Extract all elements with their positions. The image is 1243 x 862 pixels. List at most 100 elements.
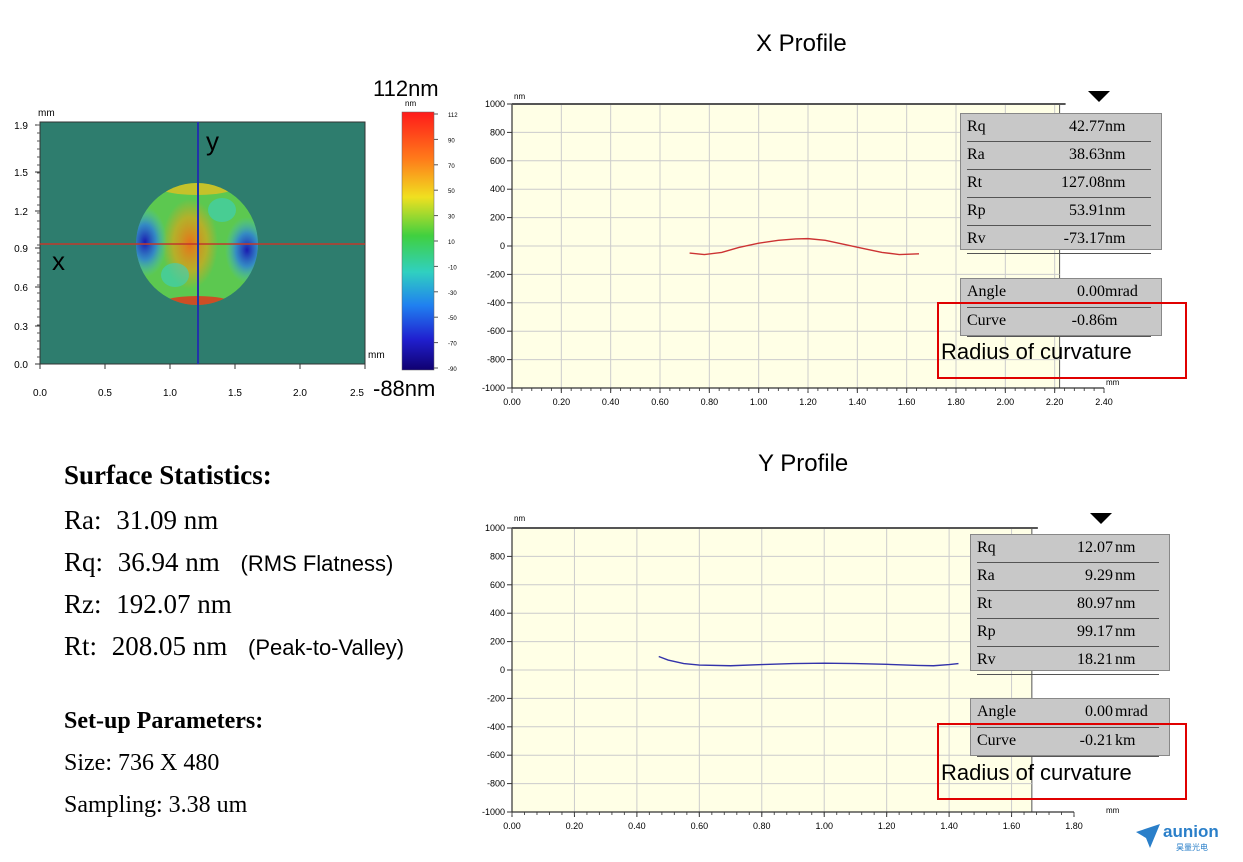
x-tick-label: 2.40 (1095, 397, 1113, 407)
x-tick-label: 0.20 (566, 821, 584, 831)
x-tick-label: 1.20 (878, 821, 896, 831)
stat-label: Ra: (64, 505, 102, 535)
stat-row-unit: nm (1105, 118, 1126, 135)
profile-line (689, 237, 920, 256)
colorbar-unit-label: nm (405, 99, 417, 108)
stat-row-value: 0.00 (1085, 703, 1113, 720)
stat-row-label: Rt (967, 174, 983, 191)
y-tick-label: 200 (490, 213, 505, 223)
colorbar-tick-label: 112 (448, 113, 458, 119)
setup-heading: Set-up Parameters: (64, 708, 264, 734)
colorbar-tick-label: 70 (448, 164, 455, 170)
x-tick-label: 0.00 (503, 397, 521, 407)
map-x-tick-label: 1.5 (228, 388, 242, 399)
map-y-tick-label: 0.3 (14, 322, 28, 333)
surface-stats-heading: Surface Statistics: (64, 460, 272, 490)
stat-label: Rq: (64, 547, 104, 577)
stat-row-value: 0.00 (1077, 283, 1105, 300)
map-x-tick-label: 2.0 (293, 388, 307, 399)
y-tick-label: -1000 (482, 807, 505, 817)
map-x-tick-label: 1.0 (163, 388, 177, 399)
map-y-tick-label: 1.9 (14, 121, 28, 132)
stat-row-label: Rv (967, 230, 986, 247)
x-tick-label: 1.00 (750, 397, 768, 407)
x-tick-label: 1.20 (799, 397, 817, 407)
stat-value: 208.05 nm (111, 631, 228, 661)
setup-sampling: Sampling: 3.38 um (64, 792, 248, 818)
y-profile-chart: 0.00 0.20 0.40 0.60 0.80 1.00 1.20 1.40 1.60 1.80… (470, 510, 1150, 850)
surface-stat-rt: Rt: 208.05 nm (Peak-to-Valley) (64, 631, 404, 673)
x-curve-table: Angle 0.00 mrad Curve -0.86 m (960, 278, 1162, 337)
stat-row-value: 99.17 (1077, 623, 1113, 640)
x-tick-label: 1.80 (1065, 821, 1083, 831)
x-tick-label: 0.80 (701, 397, 719, 407)
stat-row-label: Rq (977, 539, 996, 556)
y-tick-label: -800 (487, 779, 505, 789)
stat-row-unit: mrad (1115, 703, 1148, 720)
x-marker-icon (1088, 91, 1110, 102)
x-tick-label: 0.60 (651, 397, 669, 407)
stat-row-value: 9.29 (1085, 567, 1113, 584)
stat-row: Rv -73.17 nm (967, 226, 1151, 254)
stat-value: 31.09 nm (116, 505, 219, 535)
stat-row: Rt 80.97 nm (977, 591, 1159, 619)
x-tick-label: 0.80 (753, 821, 771, 831)
stat-row-label: Angle (977, 703, 1017, 720)
surface-stats-list: Ra: 31.09 nm Rq: 36.94 nm (RMS Flatness)… (64, 505, 404, 673)
profile-line (658, 655, 959, 667)
y-tick-label: -400 (487, 722, 505, 732)
stat-row: Angle 0.00 mrad (967, 279, 1151, 308)
stat-row-label: Curve (977, 732, 1017, 749)
stat-row-unit: nm (1105, 146, 1126, 163)
map-y-tick-label: 0.9 (14, 244, 28, 255)
surface-map-panel: 0.0 0.5 1.0 1.5 2.0 2.5 1.9 1.5 1.2 0.9 0.6 0.3 0.0 … (0, 70, 470, 410)
surface-stat-ra: Ra: 31.09 nm (64, 505, 404, 547)
y-tick-label: 600 (490, 156, 505, 166)
stat-row-value: 42.77 (1069, 118, 1105, 135)
x-tick-label: 1.60 (1003, 821, 1021, 831)
map-y-tick-label: 1.5 (14, 168, 28, 179)
map-unit-label: mm (38, 108, 55, 119)
scale-bottom-label: -88nm (373, 376, 436, 401)
stat-row-unit: nm (1115, 567, 1136, 584)
x-tick-label: 2.00 (997, 397, 1015, 407)
stat-row-value: -0.86 (1071, 312, 1105, 329)
stat-row-value: 12.07 (1077, 539, 1113, 556)
y-tick-label: -600 (487, 326, 505, 336)
x-tick-label: 0.00 (503, 821, 521, 831)
x-tick-label: 1.80 (947, 397, 965, 407)
stat-row: Rt 127.08 nm (967, 170, 1151, 198)
stat-row-label: Rv (977, 651, 996, 668)
stat-row: Rq 12.07 nm (977, 535, 1159, 563)
map-y-tick-label: 1.2 (14, 207, 28, 218)
x-profile-ylabel: nm (514, 92, 526, 101)
x-profile-title: X Profile (756, 30, 847, 57)
stat-row-label: Ra (977, 567, 995, 584)
stat-row-value: -0.21 (1079, 732, 1113, 749)
map-x-tick-label: 0.0 (33, 388, 47, 399)
y-profile-ylabel: nm (514, 514, 526, 523)
y-tick-label: 0 (500, 665, 505, 675)
map-x-tick-label: 2.5 (350, 388, 364, 399)
surface-map: 0.0 0.5 1.0 1.5 2.0 2.51.91.51.20.90.60.30.0 … (14, 111, 458, 399)
x-tick-label: 2.20 (1046, 397, 1064, 407)
map-y-tick-label: 0.6 (14, 283, 28, 294)
stat-row-unit: nm (1105, 174, 1126, 191)
y-tick-label: 800 (490, 127, 505, 137)
logo-text: aunion (1163, 822, 1219, 841)
x-stats-table: Rq 42.77 nm Ra 38.63 nm Rt 127.08 nm Rp 53.91 nm Rv -… (960, 113, 1162, 254)
y-profile-xlabel: mm (1106, 806, 1120, 815)
y-marker-icon (1090, 513, 1112, 524)
stat-row-unit: km (1115, 732, 1136, 749)
y-radius-annotation-label: Radius of curvature (941, 760, 1132, 785)
stat-row-value: 38.63 (1069, 146, 1105, 163)
stat-row-label: Curve (967, 312, 1007, 329)
stat-row-unit: nm (1115, 595, 1136, 612)
aunion-logo: aunion 昊量光电 (1136, 822, 1236, 854)
stat-row: Curve -0.21 km (977, 728, 1159, 757)
stat-row: Angle 0.00 mrad (977, 699, 1159, 728)
paper-plane-icon (1136, 824, 1160, 848)
stat-row-label: Rt (977, 595, 993, 612)
y-tick-label: 1000 (485, 99, 505, 109)
surface-stat-rz: Rz: 192.07 nm (64, 589, 404, 631)
